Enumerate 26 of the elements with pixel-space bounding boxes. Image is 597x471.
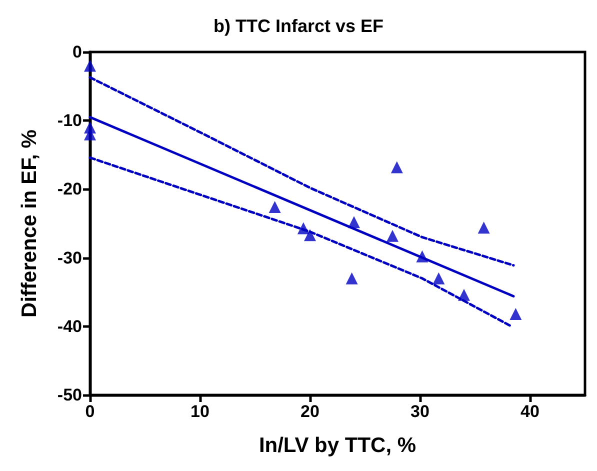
- point: [84, 60, 96, 72]
- point: [84, 128, 96, 140]
- y-tick-label: -10: [57, 111, 82, 130]
- y-axis-title: Difference in EF, %: [18, 129, 41, 318]
- y-tick-label: -20: [57, 180, 82, 199]
- point: [304, 229, 316, 242]
- x-tick-label: 0: [85, 402, 95, 421]
- y-tick-label: -30: [57, 248, 82, 268]
- point: [432, 272, 445, 284]
- x-tick-label: 10: [190, 402, 210, 421]
- point: [268, 201, 281, 214]
- y-tick-label: -40: [57, 316, 82, 336]
- x-tick-label: 30: [410, 402, 430, 421]
- chart-title: b) TTC Infarct vs EF: [213, 16, 384, 36]
- y-tick-label: -50: [57, 386, 82, 404]
- x-axis-title: In/LV by TTC, %: [258, 434, 416, 457]
- point: [510, 308, 522, 320]
- x-tick-label: 20: [300, 402, 320, 421]
- x-tick-label: 40: [520, 402, 540, 421]
- point: [346, 272, 358, 284]
- point: [478, 222, 490, 234]
- point: [390, 161, 403, 174]
- y-tick-label: 0: [72, 42, 82, 62]
- line-series: [88, 76, 515, 267]
- point: [386, 230, 398, 242]
- line-series: [88, 156, 512, 327]
